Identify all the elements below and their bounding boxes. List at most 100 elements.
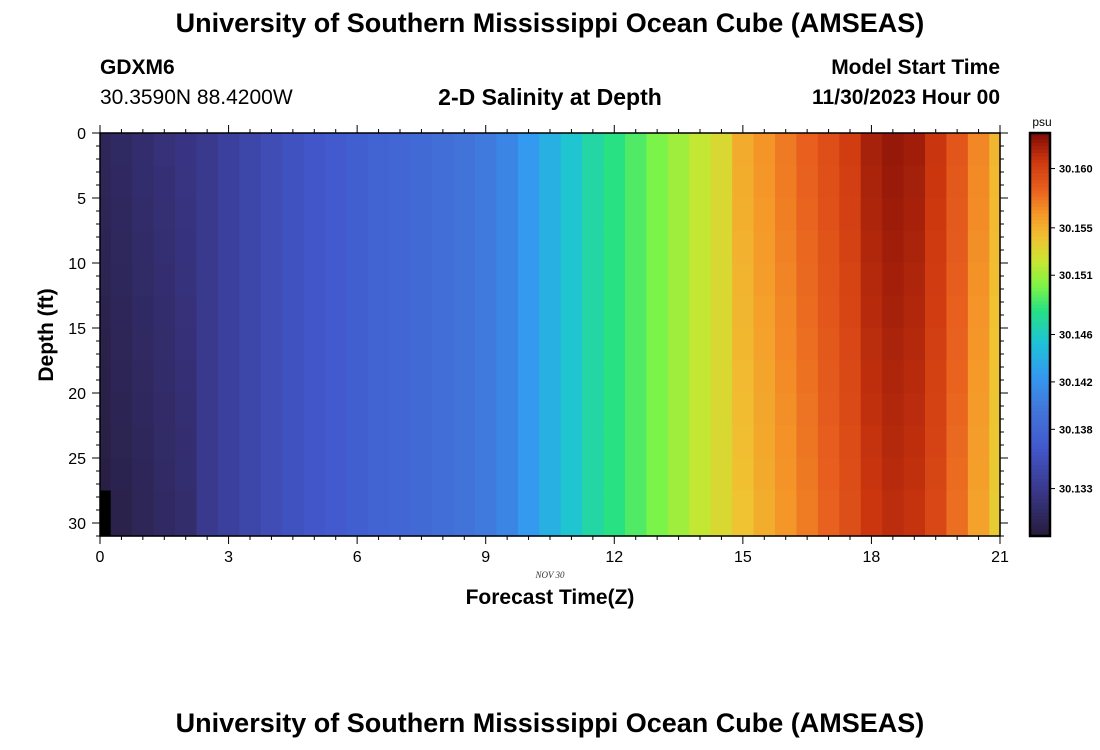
heatmap-cell <box>100 458 112 492</box>
colorbar-segment <box>1030 411 1050 416</box>
heatmap-cell <box>710 360 733 394</box>
colorbar-segment <box>1030 337 1050 343</box>
colorbar-segment <box>1030 519 1050 524</box>
page-title-repeat: University of Southern Mississippi Ocean… <box>175 708 925 738</box>
heatmap-cell <box>410 198 433 232</box>
heatmap-cell <box>817 263 840 297</box>
colorbar-tick-label: 30.142 <box>1059 377 1093 389</box>
heatmap-cell <box>175 165 198 199</box>
colorbar-segment <box>1030 243 1050 248</box>
heatmap-cell <box>646 458 669 492</box>
heatmap-cell <box>410 230 433 264</box>
heatmap-cell <box>882 458 905 492</box>
colorbar-segment <box>1030 166 1050 171</box>
heatmap-cell <box>132 425 155 459</box>
heatmap-cell <box>967 198 990 232</box>
colorbar-segment <box>1030 263 1050 269</box>
heatmap-cell <box>625 295 648 329</box>
heatmap-cell <box>346 263 369 297</box>
heatmap-cell <box>432 230 455 264</box>
colorbar-segment <box>1030 227 1050 232</box>
heatmap-cell <box>496 425 519 459</box>
heatmap-cell <box>732 133 755 167</box>
heatmap-cell <box>967 165 990 199</box>
heatmap-cell <box>132 230 155 264</box>
colorbar-segment <box>1030 250 1050 255</box>
station-id: GDXM6 <box>100 56 175 79</box>
heatmap-cell <box>196 360 219 394</box>
heatmap-cell <box>303 295 326 329</box>
model-start-value: 11/30/2023 Hour 00 <box>812 86 1000 109</box>
heatmap-cell <box>325 295 348 329</box>
heatmap-cell <box>710 458 733 492</box>
heatmap-cell <box>517 393 540 427</box>
heatmap-cell <box>753 360 776 394</box>
heatmap-cell <box>389 230 412 264</box>
heatmap-cell <box>625 490 648 537</box>
colorbar-segment <box>1030 240 1050 245</box>
heatmap-cell <box>110 458 133 492</box>
heatmap-cell <box>496 230 519 264</box>
heatmap-cell <box>282 360 305 394</box>
colorbar-segment <box>1030 344 1050 349</box>
heatmap-cell <box>775 263 798 297</box>
heatmap-cell <box>667 490 690 537</box>
y-tick-label: 15 <box>68 321 86 338</box>
heatmap-cell <box>817 230 840 264</box>
heatmap-cell <box>303 425 326 459</box>
heatmap-cell <box>453 165 476 199</box>
colorbar-segment <box>1030 230 1050 235</box>
heatmap-cell <box>839 393 862 427</box>
heatmap-cell <box>582 458 605 492</box>
heatmap-cell <box>582 230 605 264</box>
heatmap-cell <box>110 295 133 329</box>
heatmap-cell <box>110 360 133 394</box>
heatmap-cell <box>453 198 476 232</box>
heatmap-cell <box>282 133 305 167</box>
heatmap-cell <box>346 328 369 362</box>
heatmap-cell <box>603 425 626 459</box>
heatmap-cell <box>775 490 798 537</box>
heatmap-cell <box>732 263 755 297</box>
colorbar-segment <box>1030 452 1050 457</box>
heatmap-cell <box>603 393 626 427</box>
heatmap-cell <box>260 360 283 394</box>
colorbar-segment <box>1030 478 1050 484</box>
colorbar-segment <box>1030 418 1050 423</box>
heatmap-cell <box>100 133 112 167</box>
heatmap-cell <box>475 393 498 427</box>
x-tick-label: 9 <box>481 549 490 566</box>
heatmap-cell <box>325 490 348 537</box>
heatmap-cell <box>239 393 262 427</box>
heatmap-cell <box>132 133 155 167</box>
heatmap-cell <box>346 230 369 264</box>
heatmap-cell <box>100 165 112 199</box>
colorbar-tick-label: 30.160 <box>1059 164 1093 176</box>
colorbar-segment <box>1030 358 1050 363</box>
colorbar-segment <box>1030 485 1050 490</box>
heatmap-cell <box>432 133 455 167</box>
heatmap-cell <box>775 458 798 492</box>
heatmap-cell <box>710 133 733 167</box>
heatmap-cell <box>817 165 840 199</box>
heatmap-cell <box>903 360 926 394</box>
colorbar-segment <box>1030 321 1050 326</box>
heatmap-cell <box>303 198 326 232</box>
heatmap-cell <box>796 263 819 297</box>
heatmap-cell <box>260 393 283 427</box>
heatmap-cell <box>753 328 776 362</box>
heatmap-cell <box>646 425 669 459</box>
heatmap-cell <box>196 263 219 297</box>
heatmap-cell <box>539 133 562 167</box>
heatmap-cell <box>646 230 669 264</box>
heatmap-cell <box>389 198 412 232</box>
colorbar-segment <box>1030 143 1050 148</box>
heatmap-cell <box>110 328 133 362</box>
heatmap-cell <box>560 393 583 427</box>
heatmap-cell <box>560 165 583 199</box>
chart-title: 2-D Salinity at Depth <box>438 84 662 110</box>
heatmap-cell <box>839 425 862 459</box>
heatmap-cell <box>753 165 776 199</box>
heatmap-cell <box>453 328 476 362</box>
heatmap-cell <box>860 360 883 394</box>
